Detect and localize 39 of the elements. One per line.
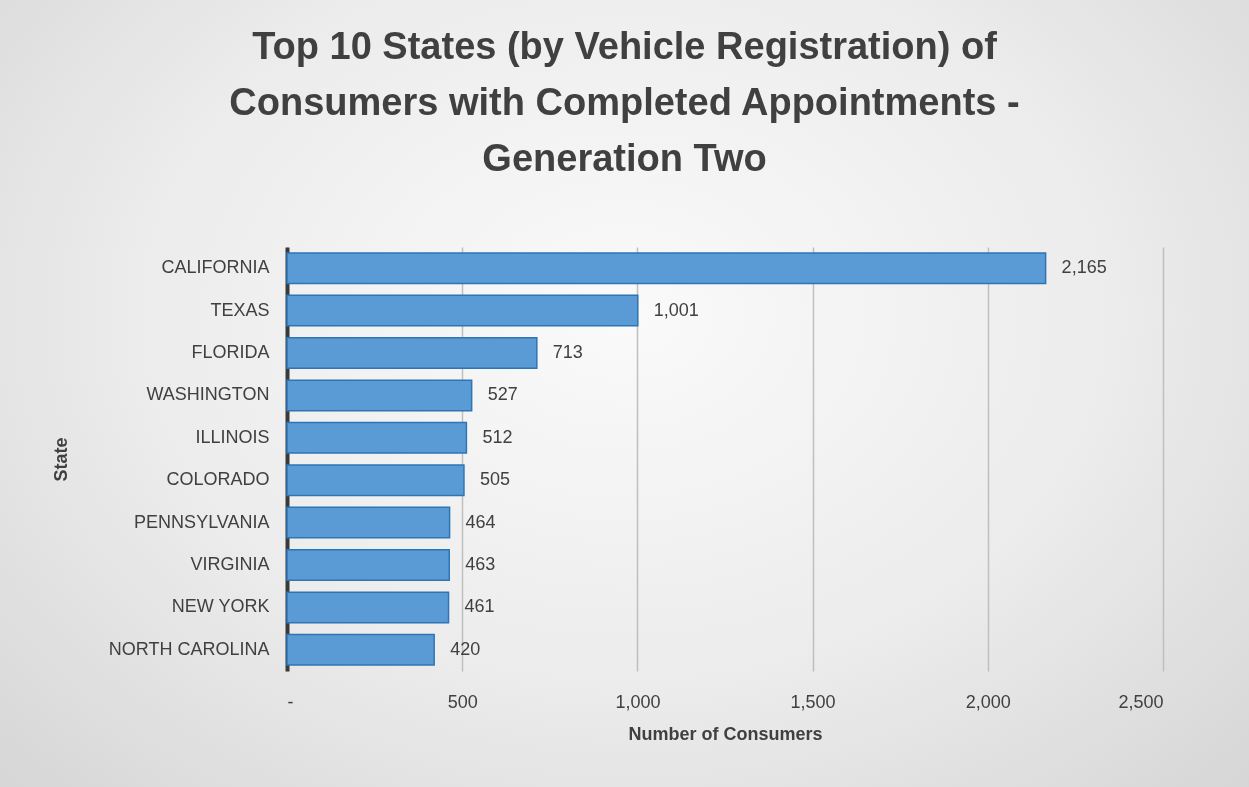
bar (286, 591, 450, 624)
data-label: 2,165 (1061, 257, 1107, 278)
bar (286, 633, 435, 666)
data-label: 505 (479, 469, 510, 490)
bar (286, 548, 450, 582)
bar (286, 421, 468, 454)
y-tick-label: WASHINGTON (146, 384, 270, 405)
data-label: 420 (450, 638, 481, 659)
bar (286, 252, 1047, 285)
data-label: 1,001 (653, 299, 699, 320)
bar (286, 464, 465, 497)
y-axis-title: State (50, 437, 71, 482)
data-label: 512 (482, 426, 513, 447)
bar (286, 336, 538, 370)
x-tick-label: - (287, 691, 294, 712)
bar (286, 379, 473, 412)
y-tick-label: CALIFORNIA (161, 257, 270, 278)
y-tick-label: ILLINOIS (195, 426, 270, 447)
data-label: 713 (552, 342, 583, 362)
data-label: 527 (487, 384, 518, 405)
bar (286, 506, 451, 539)
y-tick-label: PENNSYLVANIA (134, 511, 270, 532)
y-tick-label: TEXAS (210, 299, 270, 320)
y-tick-label: VIRGINIA (190, 554, 270, 574)
x-tick-label: 1,500 (790, 691, 836, 712)
x-axis-title: Number of Consumers (628, 723, 823, 744)
data-label: 463 (465, 554, 496, 574)
y-tick-label: FLORIDA (191, 342, 270, 362)
y-tick-label: COLORADO (166, 469, 270, 490)
x-tick-label: 2,500 (1118, 691, 1164, 712)
data-label: 461 (464, 596, 495, 617)
x-tick-label: 2,000 (965, 691, 1011, 712)
data-label: 464 (465, 511, 496, 532)
y-tick-label: NORTH CAROLINA (108, 638, 270, 659)
x-tick-label: 500 (447, 691, 478, 712)
chart-title: Top 10 States (by Vehicle Registration) of Consumers with Completed Appointments - Generation Two (229, 25, 1020, 179)
y-tick-label: NEW YORK (171, 596, 270, 617)
x-tick-label: 1,000 (615, 691, 661, 712)
bar (286, 294, 639, 327)
